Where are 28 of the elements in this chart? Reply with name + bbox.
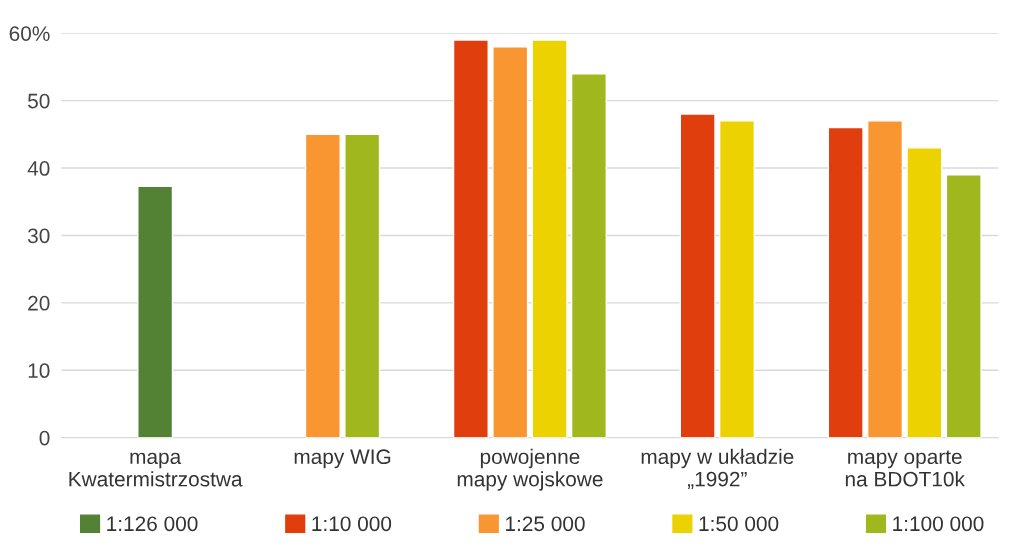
y-tick-label: 30 [27,228,50,244]
x-tick-label: mapa Kwatermistrzostwa [69,452,243,487]
bar [570,72,607,438]
y-tick-label: 10 [28,363,50,379]
legend-label: 1:10 000 [312,516,392,532]
legend-label: 1:126 000 [107,516,198,532]
bar [945,174,982,438]
bar [906,147,943,438]
y-tick-label: 60% [9,26,50,41]
y-tick-label: 40 [27,161,50,176]
legend-label: 1:50 000 [699,516,779,532]
x-tick-label: mapy oparte na BDOT10k [845,450,965,487]
bar [866,120,904,438]
x-tick-label: mapy w układzie „1992” [641,448,794,489]
bar [718,120,756,438]
bar [492,46,529,438]
bar [827,126,864,438]
y-tick-label: 20 [28,295,50,311]
bar [304,133,341,438]
x-tick-label: powojenne mapy wojskowe [457,448,603,491]
y-tick-label: 50 [27,93,50,109]
legend-label: 1:25 000 [506,516,585,532]
bar [531,39,568,438]
bar [452,39,489,438]
legend-label: 1:100 000 [893,516,984,532]
y-tick-label: 0 [39,430,50,446]
x-tick-label: mapy WIG [294,449,391,469]
bar [137,185,174,438]
